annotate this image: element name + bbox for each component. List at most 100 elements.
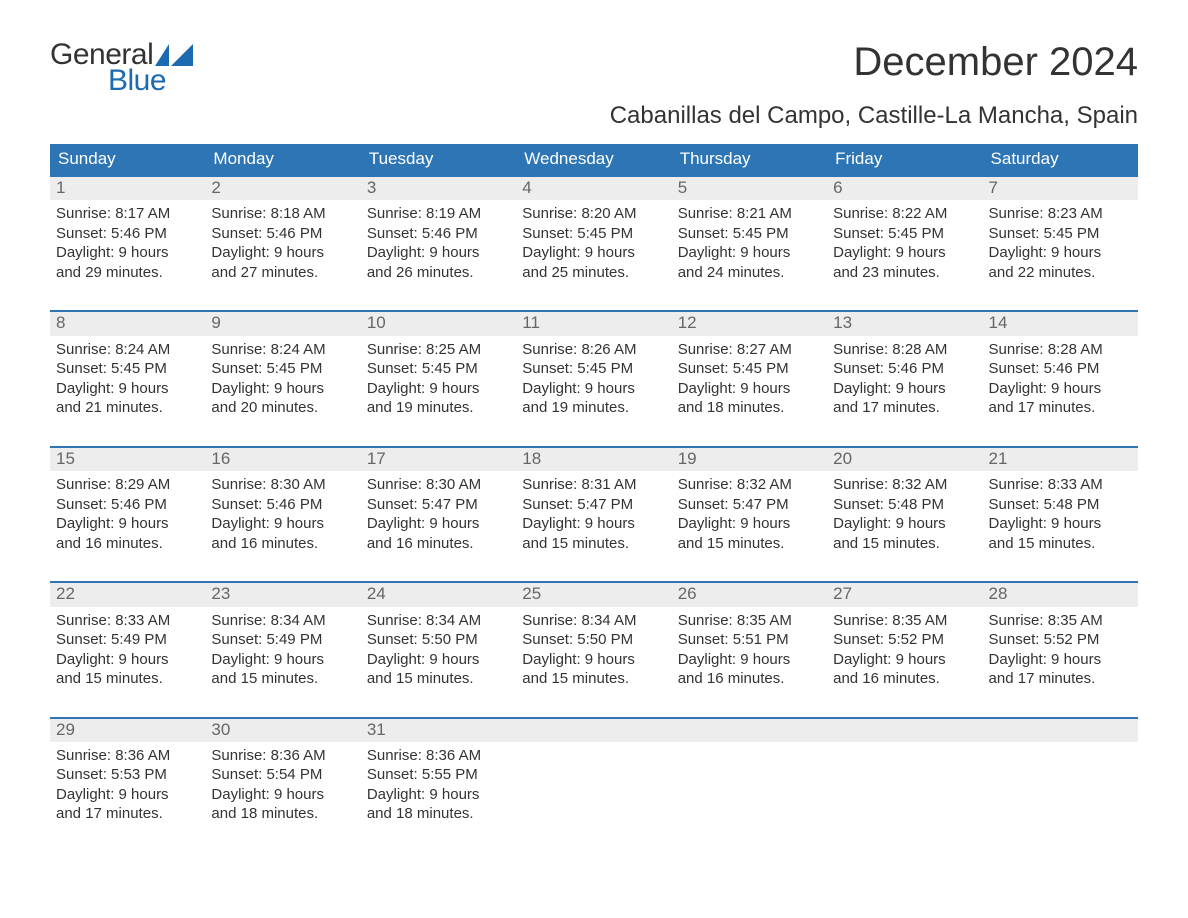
day-cell: 29Sunrise: 8:36 AMSunset: 5:53 PMDayligh… bbox=[50, 719, 205, 824]
day-cell: 15Sunrise: 8:29 AMSunset: 5:46 PMDayligh… bbox=[50, 448, 205, 553]
sunset-text: Sunset: 5:51 PM bbox=[678, 630, 821, 650]
day-cell: 8Sunrise: 8:24 AMSunset: 5:45 PMDaylight… bbox=[50, 312, 205, 417]
sunrise-text: Sunrise: 8:34 AM bbox=[367, 611, 510, 631]
daylight-text-2: and 16 minutes. bbox=[833, 669, 976, 689]
daylight-text-2: and 15 minutes. bbox=[367, 669, 510, 689]
daylight-text-2: and 15 minutes. bbox=[522, 534, 665, 554]
daylight-text-2: and 15 minutes. bbox=[678, 534, 821, 554]
sunset-text: Sunset: 5:45 PM bbox=[367, 359, 510, 379]
day-cell: 18Sunrise: 8:31 AMSunset: 5:47 PMDayligh… bbox=[516, 448, 671, 553]
day-cell: 24Sunrise: 8:34 AMSunset: 5:50 PMDayligh… bbox=[361, 583, 516, 688]
daylight-text: Daylight: 9 hours bbox=[522, 243, 665, 263]
daylight-text: Daylight: 9 hours bbox=[678, 650, 821, 670]
day-body: Sunrise: 8:18 AMSunset: 5:46 PMDaylight:… bbox=[205, 200, 360, 282]
daylight-text-2: and 15 minutes. bbox=[989, 534, 1132, 554]
sunset-text: Sunset: 5:47 PM bbox=[522, 495, 665, 515]
sunrise-text: Sunrise: 8:35 AM bbox=[833, 611, 976, 631]
day-number: 15 bbox=[50, 448, 205, 471]
daylight-text-2: and 17 minutes. bbox=[56, 804, 199, 824]
sunset-text: Sunset: 5:52 PM bbox=[989, 630, 1132, 650]
day-body: Sunrise: 8:36 AMSunset: 5:55 PMDaylight:… bbox=[361, 742, 516, 824]
sunset-text: Sunset: 5:52 PM bbox=[833, 630, 976, 650]
day-number-empty bbox=[516, 719, 671, 742]
day-cell: 2Sunrise: 8:18 AMSunset: 5:46 PMDaylight… bbox=[205, 177, 360, 282]
day-number: 3 bbox=[361, 177, 516, 200]
brand-line2: Blue bbox=[50, 66, 166, 96]
day-number: 10 bbox=[361, 312, 516, 335]
daylight-text: Daylight: 9 hours bbox=[522, 650, 665, 670]
daylight-text-2: and 23 minutes. bbox=[833, 263, 976, 283]
day-body: Sunrise: 8:19 AMSunset: 5:46 PMDaylight:… bbox=[361, 200, 516, 282]
daylight-text: Daylight: 9 hours bbox=[367, 650, 510, 670]
day-cell: 22Sunrise: 8:33 AMSunset: 5:49 PMDayligh… bbox=[50, 583, 205, 688]
daylight-text: Daylight: 9 hours bbox=[833, 514, 976, 534]
calendar: SundayMondayTuesdayWednesdayThursdayFrid… bbox=[50, 144, 1138, 824]
daylight-text: Daylight: 9 hours bbox=[989, 379, 1132, 399]
daylight-text: Daylight: 9 hours bbox=[211, 785, 354, 805]
day-number-empty bbox=[983, 719, 1138, 742]
day-number: 12 bbox=[672, 312, 827, 335]
daylight-text: Daylight: 9 hours bbox=[833, 243, 976, 263]
day-cell bbox=[827, 719, 982, 824]
day-body: Sunrise: 8:33 AMSunset: 5:48 PMDaylight:… bbox=[983, 471, 1138, 553]
day-cell: 4Sunrise: 8:20 AMSunset: 5:45 PMDaylight… bbox=[516, 177, 671, 282]
daylight-text: Daylight: 9 hours bbox=[989, 243, 1132, 263]
day-number-empty bbox=[827, 719, 982, 742]
day-number-empty bbox=[672, 719, 827, 742]
day-cell: 13Sunrise: 8:28 AMSunset: 5:46 PMDayligh… bbox=[827, 312, 982, 417]
daylight-text: Daylight: 9 hours bbox=[211, 379, 354, 399]
daylight-text-2: and 21 minutes. bbox=[56, 398, 199, 418]
sunset-text: Sunset: 5:45 PM bbox=[678, 224, 821, 244]
sunset-text: Sunset: 5:46 PM bbox=[367, 224, 510, 244]
day-body: Sunrise: 8:32 AMSunset: 5:47 PMDaylight:… bbox=[672, 471, 827, 553]
sunset-text: Sunset: 5:47 PM bbox=[678, 495, 821, 515]
day-body: Sunrise: 8:28 AMSunset: 5:46 PMDaylight:… bbox=[827, 336, 982, 418]
day-cell: 11Sunrise: 8:26 AMSunset: 5:45 PMDayligh… bbox=[516, 312, 671, 417]
day-number: 22 bbox=[50, 583, 205, 606]
sunrise-text: Sunrise: 8:35 AM bbox=[989, 611, 1132, 631]
flag-icon bbox=[155, 44, 193, 66]
sunrise-text: Sunrise: 8:22 AM bbox=[833, 204, 976, 224]
daylight-text: Daylight: 9 hours bbox=[678, 379, 821, 399]
day-body: Sunrise: 8:28 AMSunset: 5:46 PMDaylight:… bbox=[983, 336, 1138, 418]
daylight-text-2: and 17 minutes. bbox=[989, 669, 1132, 689]
week-row: 29Sunrise: 8:36 AMSunset: 5:53 PMDayligh… bbox=[50, 717, 1138, 824]
daylight-text-2: and 27 minutes. bbox=[211, 263, 354, 283]
day-cell: 19Sunrise: 8:32 AMSunset: 5:47 PMDayligh… bbox=[672, 448, 827, 553]
daylight-text-2: and 20 minutes. bbox=[211, 398, 354, 418]
day-number: 11 bbox=[516, 312, 671, 335]
day-body: Sunrise: 8:34 AMSunset: 5:50 PMDaylight:… bbox=[361, 607, 516, 689]
day-body: Sunrise: 8:25 AMSunset: 5:45 PMDaylight:… bbox=[361, 336, 516, 418]
day-cell: 27Sunrise: 8:35 AMSunset: 5:52 PMDayligh… bbox=[827, 583, 982, 688]
day-number: 6 bbox=[827, 177, 982, 200]
day-cell: 30Sunrise: 8:36 AMSunset: 5:54 PMDayligh… bbox=[205, 719, 360, 824]
week-row: 8Sunrise: 8:24 AMSunset: 5:45 PMDaylight… bbox=[50, 310, 1138, 417]
sunset-text: Sunset: 5:49 PM bbox=[56, 630, 199, 650]
day-body: Sunrise: 8:27 AMSunset: 5:45 PMDaylight:… bbox=[672, 336, 827, 418]
brand-logo: General Blue bbox=[50, 40, 193, 96]
week-row: 1Sunrise: 8:17 AMSunset: 5:46 PMDaylight… bbox=[50, 175, 1138, 282]
day-number: 19 bbox=[672, 448, 827, 471]
week-row: 15Sunrise: 8:29 AMSunset: 5:46 PMDayligh… bbox=[50, 446, 1138, 553]
daylight-text-2: and 25 minutes. bbox=[522, 263, 665, 283]
day-number: 4 bbox=[516, 177, 671, 200]
day-number: 17 bbox=[361, 448, 516, 471]
sunset-text: Sunset: 5:45 PM bbox=[522, 359, 665, 379]
dow-cell: Thursday bbox=[672, 144, 827, 175]
daylight-text: Daylight: 9 hours bbox=[367, 379, 510, 399]
sunset-text: Sunset: 5:48 PM bbox=[989, 495, 1132, 515]
day-body: Sunrise: 8:24 AMSunset: 5:45 PMDaylight:… bbox=[50, 336, 205, 418]
sunrise-text: Sunrise: 8:24 AM bbox=[211, 340, 354, 360]
day-number: 30 bbox=[205, 719, 360, 742]
sunset-text: Sunset: 5:47 PM bbox=[367, 495, 510, 515]
daylight-text: Daylight: 9 hours bbox=[678, 243, 821, 263]
sunrise-text: Sunrise: 8:28 AM bbox=[833, 340, 976, 360]
sunset-text: Sunset: 5:54 PM bbox=[211, 765, 354, 785]
day-body: Sunrise: 8:23 AMSunset: 5:45 PMDaylight:… bbox=[983, 200, 1138, 282]
sunset-text: Sunset: 5:50 PM bbox=[522, 630, 665, 650]
day-body: Sunrise: 8:22 AMSunset: 5:45 PMDaylight:… bbox=[827, 200, 982, 282]
daylight-text-2: and 18 minutes. bbox=[678, 398, 821, 418]
day-body: Sunrise: 8:31 AMSunset: 5:47 PMDaylight:… bbox=[516, 471, 671, 553]
day-number: 1 bbox=[50, 177, 205, 200]
sunrise-text: Sunrise: 8:23 AM bbox=[989, 204, 1132, 224]
